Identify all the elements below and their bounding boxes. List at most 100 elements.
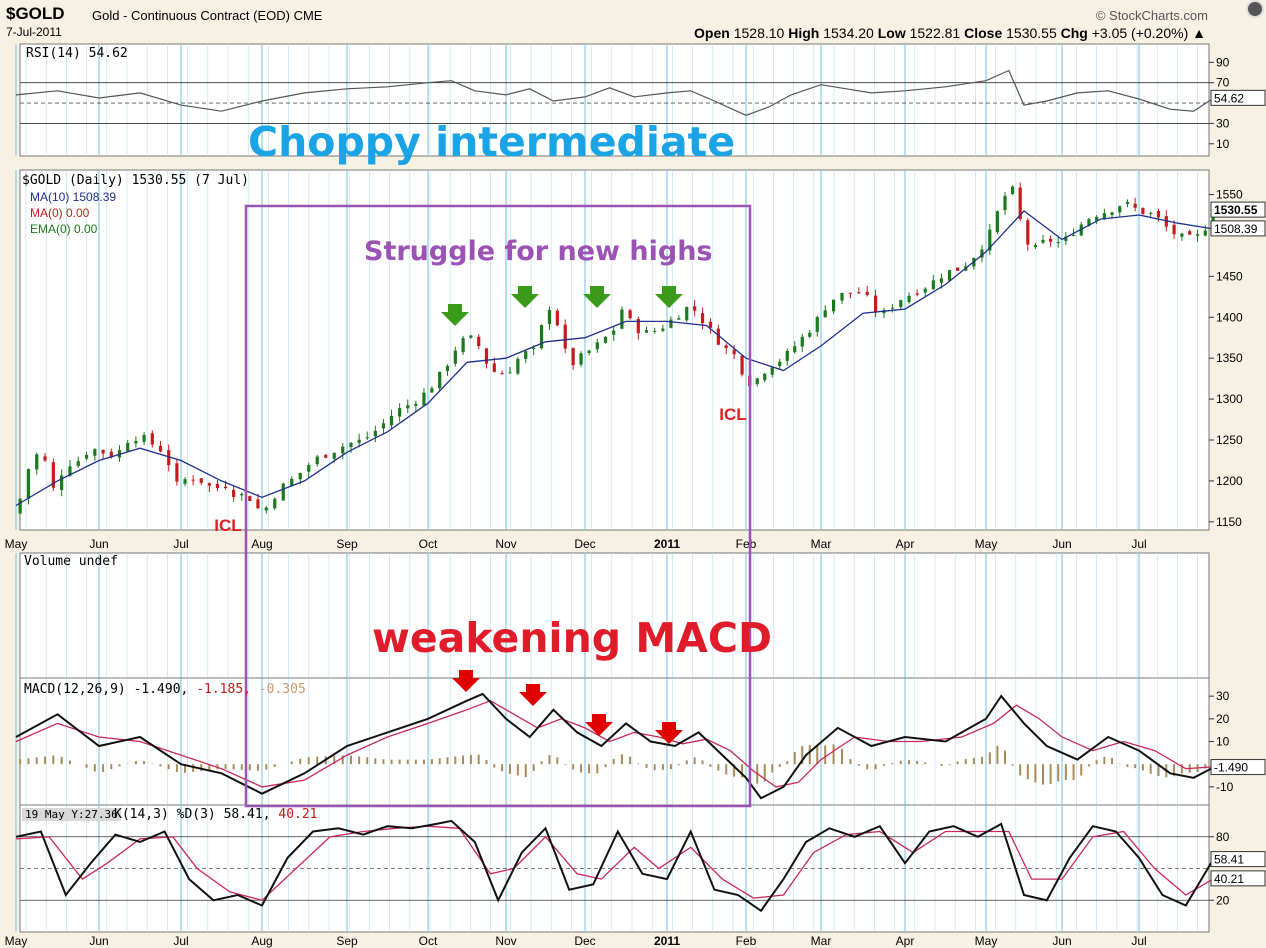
month-label-bottom: Feb [736, 934, 757, 948]
green-down-arrow [511, 286, 539, 308]
month-label-top: Jun [89, 537, 108, 551]
price-candle-body [142, 434, 146, 442]
price-candle-body [264, 507, 268, 511]
macd-axis-tick-label: 10 [1216, 735, 1230, 749]
price-candle-body [669, 319, 673, 328]
stoch-axis-tick-label: 80 [1216, 830, 1230, 844]
price-candle-body [508, 372, 512, 374]
price-candle-body [890, 307, 894, 309]
price-candle-body [256, 499, 260, 509]
price-panel-label: $GOLD (Daily) 1530.55 (7 Jul) [22, 173, 249, 188]
stoch-k-tag-box [1210, 851, 1266, 868]
price-candle-body [636, 318, 640, 334]
macd-label-main: MACD(12,26,9) -1.490, [24, 682, 197, 697]
price-candle-body [381, 423, 386, 429]
price-candle-body [620, 309, 624, 329]
price-candle-body [1133, 203, 1137, 208]
rsi-axis-tick-label: 10 [1216, 137, 1230, 151]
red-down-arrow [519, 684, 547, 706]
macd-last-tag: -1.490 [1214, 761, 1248, 775]
price-candle-body [1102, 213, 1106, 219]
price-candle-body [1003, 195, 1007, 211]
month-label-bottom: Aug [251, 934, 272, 948]
price-candle-body [1041, 239, 1045, 243]
scroll-up-icon[interactable] [1246, 0, 1264, 18]
rsi-line [15, 69, 1214, 116]
price-candle-body [947, 269, 952, 281]
ma0-legend: MA(0) 0.00 [30, 206, 90, 220]
price-candle-body [1095, 216, 1099, 221]
macd-label-hist: -0.305 [258, 682, 306, 697]
price-candle-body [365, 437, 369, 439]
month-label-top: Oct [419, 537, 438, 551]
price-candle-body [398, 408, 402, 417]
price-candle-body [175, 463, 179, 482]
price-candle-body [167, 450, 171, 466]
close-value: 1530.55 [1006, 25, 1057, 41]
price-candle-body [874, 295, 878, 313]
price-candle-body [808, 332, 812, 337]
low-value: 1522.81 [909, 25, 961, 41]
price-candle-body [389, 415, 394, 426]
ma10-line [15, 210, 1214, 507]
price-candle-body [547, 310, 552, 324]
price-candle-body [848, 292, 852, 294]
icl-label-july: ICL [214, 516, 241, 535]
price-candle-body [281, 483, 285, 501]
price-candle-body [215, 483, 220, 489]
price-candle-body [414, 403, 418, 406]
price-candle-body [438, 371, 442, 389]
price-candle-body [109, 451, 113, 458]
rsi-axis-tick-label: 70 [1216, 76, 1230, 90]
price-candle-body [84, 454, 89, 459]
stoch-k-tag: 58.41 [1214, 853, 1244, 867]
price-candle-body [477, 336, 481, 347]
price-candle-body [770, 367, 774, 375]
price-candle-body [1141, 207, 1145, 214]
price-candle-body [484, 348, 489, 364]
green-down-arrow [655, 286, 683, 308]
price-last-tag: 1530.55 [1214, 203, 1258, 217]
price-candle-body [740, 355, 744, 375]
price-candle-body [150, 433, 154, 445]
price-candle-body [422, 392, 426, 406]
price-candle-body [612, 330, 616, 335]
price-candle-body [800, 336, 804, 347]
month-label-bottom: Oct [419, 934, 438, 948]
price-axis-tick-label: 1250 [1216, 433, 1243, 447]
month-label-top: Dec [574, 537, 595, 551]
price-candle-body [579, 353, 583, 365]
ma-last-tag-box [1210, 220, 1266, 237]
price-candle-body [915, 293, 919, 295]
month-label-top: Mar [811, 537, 832, 551]
price-candle-body [1203, 230, 1207, 236]
price-candle-body [532, 347, 536, 349]
price-candle-body [980, 249, 984, 258]
price-candle-body [68, 466, 72, 476]
price-axis-tick-label: 1400 [1216, 310, 1243, 324]
price-candle-body [298, 472, 302, 480]
price-candle-body [587, 350, 591, 354]
month-label-bottom: Jul [173, 934, 188, 948]
price-candle-body [1172, 224, 1176, 235]
macd-axis-tick-label: 30 [1216, 689, 1230, 703]
ma10-legend: MA(10) 1508.39 [30, 190, 117, 204]
stoch-k-line [15, 819, 1214, 913]
price-candle-body [191, 479, 195, 481]
open-value: 1528.10 [733, 25, 785, 41]
month-label-bottom: Apr [896, 934, 915, 948]
stoch-label-main: K(14,3) %D(3) 58.41, [114, 807, 279, 822]
price-candle-body [516, 358, 520, 374]
month-label-bottom: May [5, 934, 28, 948]
price-candle-body [1180, 233, 1184, 237]
price-candle-body [158, 445, 163, 452]
price-candle-body [273, 498, 277, 509]
price-candle-body [524, 351, 528, 359]
price-candle-body [445, 365, 450, 372]
stoch-d-tag-box [1210, 870, 1266, 887]
red-down-arrow [452, 670, 480, 692]
month-label-top: Jun [1052, 537, 1071, 551]
month-label-top: May [5, 537, 28, 551]
price-panel-frame [19, 169, 1210, 531]
